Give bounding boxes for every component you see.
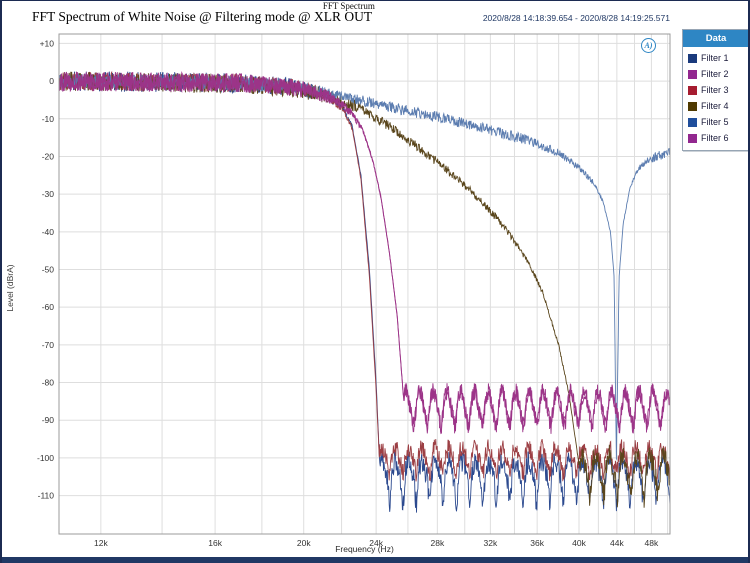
series-filter-4 xyxy=(58,71,671,508)
legend-item-label: Filter 5 xyxy=(701,117,729,127)
svg-text:-30: -30 xyxy=(42,189,55,199)
legend-item[interactable]: Filter 2 xyxy=(683,66,748,82)
plot-border xyxy=(58,33,671,535)
svg-text:40k: 40k xyxy=(572,538,586,548)
svg-text:12k: 12k xyxy=(94,538,108,548)
svg-text:0: 0 xyxy=(49,76,54,86)
legend-swatch-icon xyxy=(688,53,697,63)
legend-panel: Data Filter 1 Filter 2 Filter 3 Filter 4 Fil… xyxy=(682,29,748,151)
svg-text:-10: -10 xyxy=(42,114,55,124)
svg-text:-20: -20 xyxy=(42,151,55,161)
ap-logo-text: A) xyxy=(644,41,653,50)
svg-text:44k: 44k xyxy=(610,538,624,548)
series-filter-5 xyxy=(58,73,671,460)
legend-swatch-icon xyxy=(688,69,697,79)
audio-precision-logo-icon: A) xyxy=(641,38,656,53)
legend-swatch-icon xyxy=(688,85,697,95)
legend-swatch-icon xyxy=(688,117,697,127)
legend-swatch-icon xyxy=(688,101,697,111)
panel-title: FFT Spectrum xyxy=(318,1,379,12)
svg-text:-60: -60 xyxy=(42,302,55,312)
graph-title: FFT Spectrum of White Noise @ Filtering … xyxy=(32,9,373,24)
legend-item-label: Filter 4 xyxy=(701,101,729,111)
legend-item-label: Filter 2 xyxy=(701,69,729,79)
legend-item[interactable]: Filter 3 xyxy=(683,82,748,98)
bottom-frame-bar xyxy=(2,557,748,563)
legend-item[interactable]: Filter 4 xyxy=(683,98,748,114)
x-axis-label: Frequency (Hz) xyxy=(335,544,394,554)
svg-text:-100: -100 xyxy=(37,453,54,463)
y-axis-label: Level (dBrA) xyxy=(5,264,15,312)
legend-items: Filter 1 Filter 2 Filter 3 Filter 4 Filter 5… xyxy=(683,47,748,150)
svg-text:20k: 20k xyxy=(297,538,311,548)
legend-item[interactable]: Filter 5 xyxy=(683,114,748,130)
svg-text:+10: +10 xyxy=(40,38,55,48)
axis-tick-labels: 12k 16k 20k 24k 28k 32k 36k 40k 44k 48k +10 0 -10 -20… xyxy=(37,38,659,548)
svg-text:32k: 32k xyxy=(484,538,498,548)
svg-text:28k: 28k xyxy=(430,538,444,548)
svg-text:16k: 16k xyxy=(208,538,222,548)
legend-item[interactable]: Filter 6 xyxy=(683,130,748,146)
svg-text:-40: -40 xyxy=(42,227,55,237)
legend-item-label: Filter 3 xyxy=(701,85,729,95)
series-filter-6 xyxy=(58,71,671,435)
svg-text:48k: 48k xyxy=(645,538,659,548)
svg-text:-90: -90 xyxy=(42,415,55,425)
svg-text:-70: -70 xyxy=(42,340,55,350)
svg-text:24k: 24k xyxy=(369,538,383,548)
legend-item-label: Filter 6 xyxy=(701,133,729,143)
legend-swatch-icon xyxy=(688,133,697,143)
measurement-timestamp: 2020/8/28 14:18:39.654 - 2020/8/28 14:19… xyxy=(482,13,670,23)
svg-text:-110: -110 xyxy=(38,491,55,501)
svg-text:36k: 36k xyxy=(530,538,544,548)
legend-header[interactable]: Data xyxy=(683,30,748,47)
svg-text:-80: -80 xyxy=(42,378,55,388)
legend-item[interactable]: Filter 1 xyxy=(683,50,748,66)
legend-item-label: Filter 1 xyxy=(701,53,729,63)
svg-text:-50: -50 xyxy=(42,264,55,274)
